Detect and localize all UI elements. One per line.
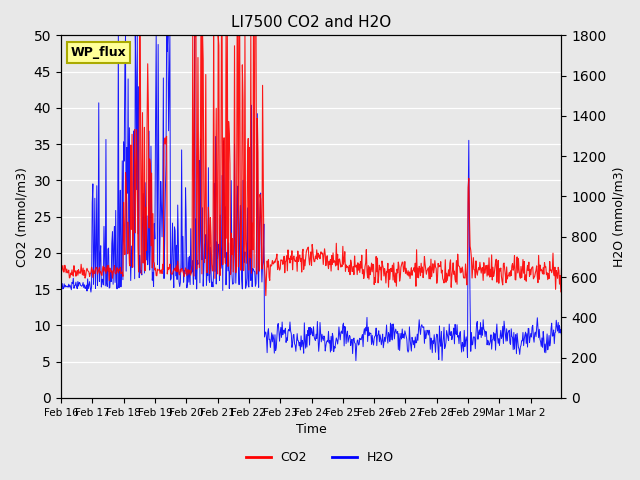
- Legend: CO2, H2O: CO2, H2O: [241, 446, 399, 469]
- Y-axis label: H2O (mmol/m3): H2O (mmol/m3): [612, 167, 625, 267]
- Title: LI7500 CO2 and H2O: LI7500 CO2 and H2O: [231, 15, 391, 30]
- Y-axis label: CO2 (mmol/m3): CO2 (mmol/m3): [15, 167, 28, 266]
- X-axis label: Time: Time: [296, 423, 326, 436]
- Text: WP_flux: WP_flux: [71, 46, 127, 59]
